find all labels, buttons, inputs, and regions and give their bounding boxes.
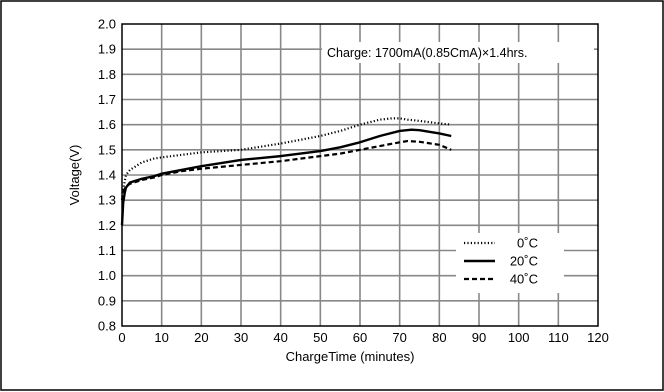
y-tick-label: 1.8 bbox=[98, 67, 116, 82]
y-tick-label: 0.8 bbox=[98, 319, 116, 334]
y-axis-ticks: 0.8 0.9 1.0 1.1 1.2 1.3 1.4 1.5 1.6 1.7 1.8 1.9 2.0 bbox=[98, 17, 116, 334]
x-tick-label: 40 bbox=[273, 330, 287, 345]
y-tick-label: 1.7 bbox=[98, 92, 116, 107]
x-tick-label: 20 bbox=[194, 330, 208, 345]
y-tick-label: 2.0 bbox=[98, 17, 116, 32]
x-tick-label: 120 bbox=[587, 330, 609, 345]
y-tick-label: 1.1 bbox=[98, 243, 116, 258]
y-tick-label: 1.9 bbox=[98, 42, 116, 57]
legend-background bbox=[456, 233, 564, 293]
series-layer bbox=[120, 117, 452, 226]
x-tick-label: 100 bbox=[508, 330, 530, 345]
y-tick-label: 1.4 bbox=[98, 168, 116, 183]
legend-label-0: 0˚C bbox=[517, 236, 538, 251]
x-tick-label: 10 bbox=[154, 330, 168, 345]
plot-area-border bbox=[121, 23, 599, 327]
x-tick-label: 80 bbox=[432, 330, 446, 345]
legend-label-1: 20˚C bbox=[510, 254, 538, 269]
x-tick-label: 110 bbox=[548, 330, 569, 345]
y-tick-label: 1.0 bbox=[98, 268, 116, 283]
y-tick-label: 1.5 bbox=[98, 142, 116, 157]
x-axis-label: ChargeTime (minutes) bbox=[286, 349, 415, 364]
x-tick-label: 60 bbox=[353, 330, 367, 345]
x-tick-label: 30 bbox=[234, 330, 248, 345]
series-line-0 bbox=[120, 117, 452, 201]
x-tick-label: 0 bbox=[118, 330, 125, 345]
y-tick-label: 0.9 bbox=[98, 293, 116, 308]
y-tick-label: 1.6 bbox=[98, 117, 116, 132]
y-axis-label: Voltage(V) bbox=[67, 145, 82, 206]
charge-annotation: Charge: 1700mA(0.85CmA)×1.4hrs. bbox=[327, 46, 527, 60]
legend-label-2: 40˚C bbox=[510, 272, 538, 287]
x-tick-label: 70 bbox=[392, 330, 406, 345]
x-tick-label: 90 bbox=[472, 330, 486, 345]
annotation-box bbox=[322, 42, 594, 63]
legend: 0˚C 20˚C 40˚C bbox=[456, 233, 564, 293]
y-tick-label: 1.2 bbox=[98, 218, 116, 233]
series-line-2 bbox=[120, 139, 452, 201]
x-tick-label: 50 bbox=[313, 330, 327, 345]
x-axis-ticks: 0 10 20 30 40 50 60 70 80 90 100 110 120 bbox=[118, 330, 608, 345]
y-tick-label: 1.3 bbox=[98, 193, 116, 208]
